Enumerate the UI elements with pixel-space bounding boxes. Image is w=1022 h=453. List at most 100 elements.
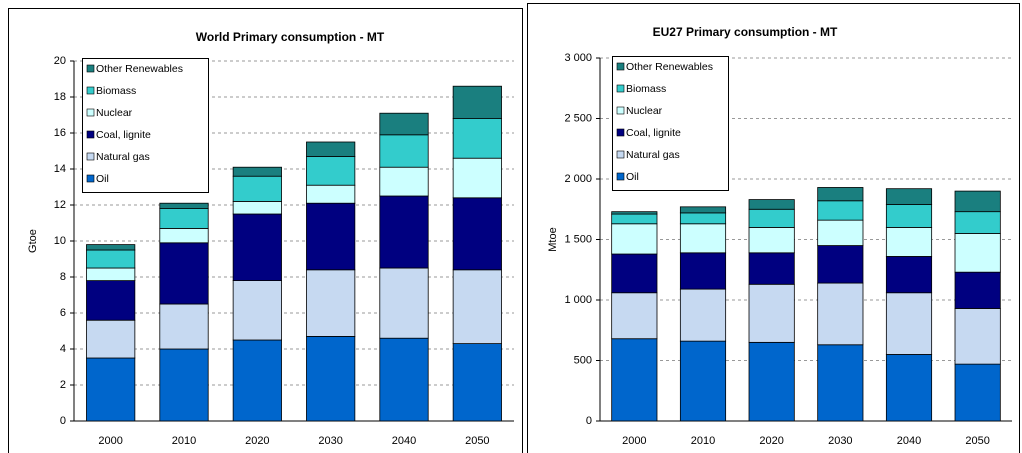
bar-segment (954, 308, 1001, 365)
bar-segment (748, 252, 795, 285)
bar-segment (679, 212, 727, 225)
y-tick-label: 2 (60, 379, 66, 391)
y-tick-label: 10 (54, 235, 66, 247)
bar-segment (452, 343, 502, 422)
y-tick-label: 2 500 (564, 112, 592, 124)
bar-segment (748, 208, 795, 228)
legend-label: Natural gas (96, 151, 150, 163)
bar-segment (86, 267, 136, 282)
bar-segment (817, 187, 864, 202)
x-tick-label: 2010 (172, 435, 196, 447)
bar-segment (885, 188, 933, 205)
bar-segment (232, 175, 282, 202)
bar-segment (159, 242, 209, 305)
legend-label: Nuclear (96, 107, 133, 119)
legend-label: Coal, lignite (626, 127, 681, 139)
x-tick-label: 2020 (759, 435, 783, 447)
bar-segment (379, 134, 429, 168)
bar-segment (86, 280, 136, 321)
bar-segment (611, 292, 658, 340)
bar-segment (885, 354, 933, 422)
bar-segment (306, 269, 356, 337)
bar-segment (679, 288, 727, 342)
bar-segment (817, 200, 864, 221)
bar-segment (159, 202, 209, 209)
y-tick-label: 18 (54, 91, 66, 103)
bar-segment (817, 282, 864, 346)
bar-segment (306, 141, 356, 157)
y-axis-title: Gtoe (27, 229, 39, 253)
bar-segment (452, 85, 502, 119)
legend-swatch (86, 108, 95, 117)
legend-swatch (86, 130, 95, 139)
bar-segment (232, 213, 282, 281)
bar-segment (954, 363, 1001, 422)
legend-swatch (86, 174, 95, 183)
bar-segment (679, 252, 727, 290)
y-tick-label: 12 (54, 199, 66, 211)
bar-segment (379, 195, 429, 269)
bar-segment (611, 211, 658, 215)
legend-swatch (616, 128, 625, 137)
bar-segment (954, 211, 1001, 234)
bar-segment (159, 303, 209, 350)
x-tick-label: 2030 (318, 435, 342, 447)
legend-swatch (86, 64, 95, 73)
bar-segment (679, 206, 727, 214)
y-tick-label: 0 (586, 415, 592, 427)
y-tick-label: 500 (574, 354, 592, 366)
legend-swatch (616, 106, 625, 115)
bar-segment (611, 213, 658, 225)
bar-segment (452, 157, 502, 199)
y-tick-label: 3 000 (564, 52, 592, 64)
legend-swatch (616, 62, 625, 71)
chart-title: World Primary consumption - MT (196, 30, 385, 44)
x-tick-label: 2050 (465, 435, 489, 447)
x-tick-label: 2050 (965, 435, 989, 447)
bar-segment (159, 227, 209, 244)
legend-swatch (616, 150, 625, 159)
bar-segment (611, 338, 658, 422)
bar-segment (611, 253, 658, 294)
bar-segment (817, 219, 864, 246)
bar-segment (379, 112, 429, 136)
x-tick-label: 2020 (245, 435, 269, 447)
bar-segment (86, 357, 136, 422)
bar-segment (954, 271, 1001, 309)
left-panel (8, 8, 523, 453)
y-tick-label: 4 (60, 343, 66, 355)
legend-swatch (86, 152, 95, 161)
x-tick-label: 2000 (98, 435, 122, 447)
bar-segment (379, 166, 429, 197)
bar-segment (232, 280, 282, 341)
bar-segment (885, 292, 933, 355)
y-tick-label: 1 500 (564, 233, 592, 245)
legend-swatch (616, 84, 625, 93)
y-tick-label: 16 (54, 127, 66, 139)
bar-segment (232, 166, 282, 177)
y-tick-label: 20 (54, 55, 66, 67)
legend-label: Other Renewables (626, 61, 713, 73)
bar-segment (885, 256, 933, 294)
bar-segment (679, 340, 727, 422)
y-tick-label: 0 (60, 415, 66, 427)
x-tick-label: 2030 (828, 435, 852, 447)
legend-label: Other Renewables (96, 63, 183, 75)
bar-segment (159, 348, 209, 422)
legend-label: Natural gas (626, 149, 680, 161)
bar-segment (748, 199, 795, 210)
bar-segment (817, 344, 864, 422)
bar-segment (86, 244, 136, 251)
bar-segment (452, 197, 502, 271)
x-tick-label: 2040 (392, 435, 416, 447)
legend-label: Nuclear (626, 105, 663, 117)
legend-box (612, 56, 729, 191)
bar-segment (611, 223, 658, 255)
y-tick-label: 14 (54, 163, 66, 175)
bar-segment (954, 233, 1001, 273)
bar-segment (306, 202, 356, 271)
bar-segment (748, 341, 795, 422)
bar-segment (679, 223, 727, 254)
bar-segment (232, 339, 282, 422)
legend-label: Oil (96, 173, 109, 185)
